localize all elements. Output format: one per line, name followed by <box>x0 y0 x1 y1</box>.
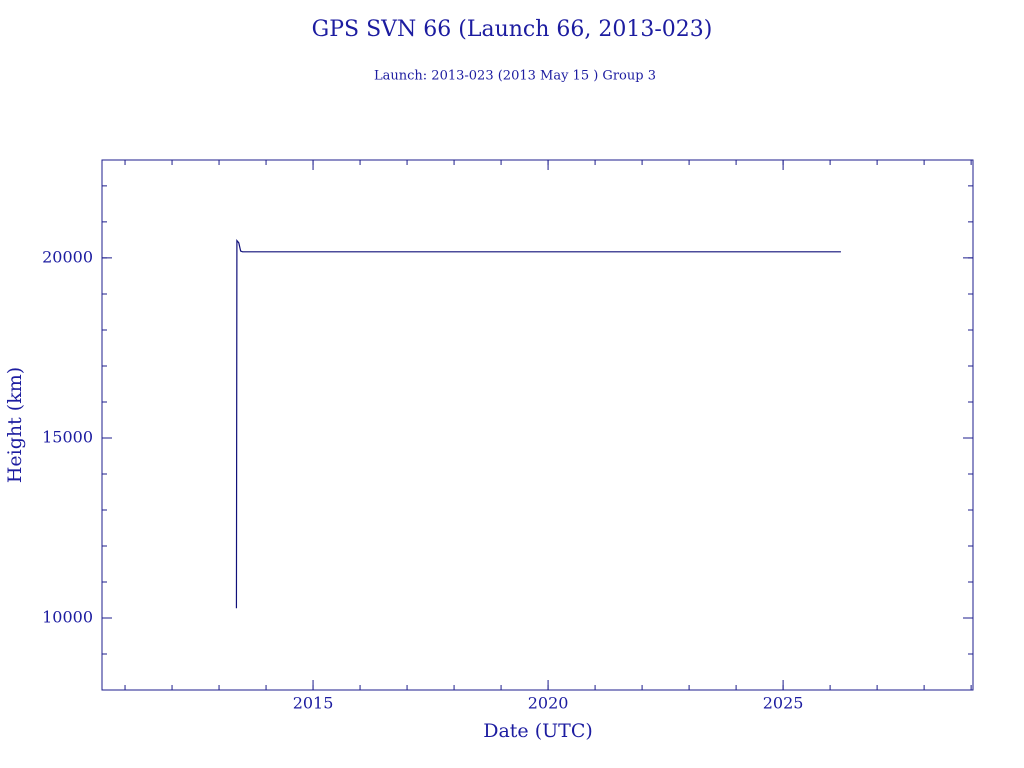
x-tick-label: 2015 <box>293 694 334 713</box>
chart-title: GPS SVN 66 (Launch 66, 2013-023) <box>312 17 713 42</box>
x-tick-label: 2020 <box>528 694 569 713</box>
y-tick-label: 10000 <box>42 607 93 626</box>
y-axis-label: Height (km) <box>4 367 26 483</box>
plot-frame <box>101 159 974 691</box>
chart-subtitle: Launch: 2013-023 (2013 May 15 ) Group 3 <box>374 69 656 84</box>
x-tick-label: 2025 <box>763 694 804 713</box>
x-axis-label: Date (UTC) <box>483 720 593 742</box>
y-tick-label: 15000 <box>42 427 93 446</box>
data-line <box>235 239 841 609</box>
y-tick-label: 20000 <box>42 247 93 266</box>
